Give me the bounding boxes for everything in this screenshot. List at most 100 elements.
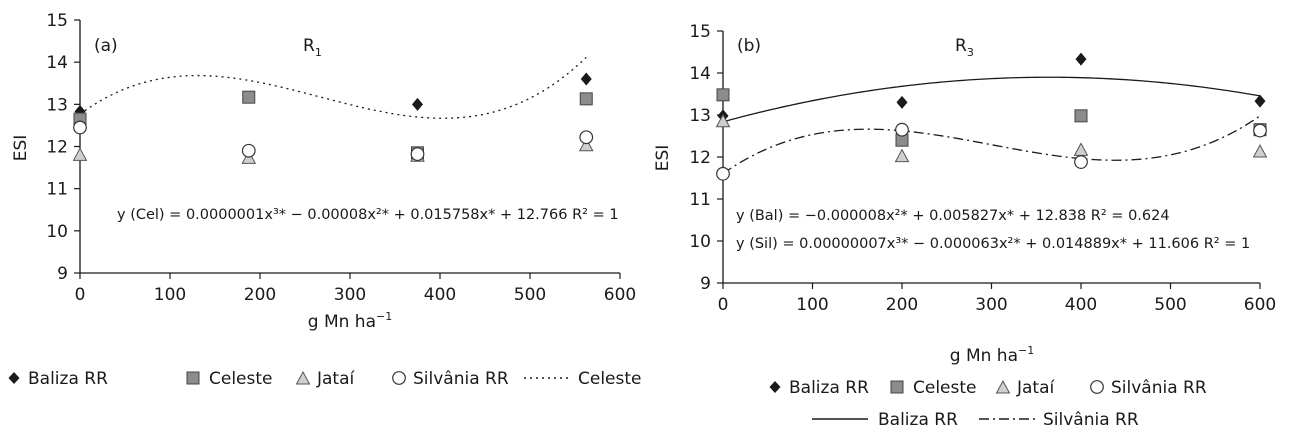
- panel-b-y-tick-label: 9: [700, 274, 711, 294]
- legend-b-celeste-marker: [890, 380, 904, 394]
- panel-b-y-axis-label: ESI: [653, 145, 673, 172]
- panel-a-equation-celeste: y (Cel) = 0.0000001x³* − 0.00008x²* + 0.…: [117, 207, 619, 223]
- panel-a-y-axis-label: ESI: [11, 135, 31, 162]
- panel-a-point-silvania-rr: [579, 130, 594, 145]
- panel-a-point-silvania-rr: [241, 143, 256, 158]
- panel-b-x-tick-label: 500: [1154, 295, 1186, 315]
- panel-b-title: R3: [955, 36, 974, 59]
- panel-b-x-axis-label: g Mn ha−1: [950, 344, 1034, 366]
- panel-a-title-sub: 1: [315, 46, 322, 59]
- panel-a-y-tick-label: 12: [46, 138, 68, 158]
- legend-a-celeste-label: Celeste: [209, 369, 273, 389]
- panel-a-x-tick-label: 100: [154, 285, 186, 305]
- legend-b-jatai-marker: [995, 379, 1011, 394]
- panel-b-y-tick-label: 13: [689, 106, 711, 126]
- panel-a-x-tick-label: 300: [334, 285, 366, 305]
- legend-b-baliza: Baliza RR: [769, 378, 869, 398]
- panel-b-point-jatai: [1073, 142, 1089, 156]
- panel-b-label: (b): [737, 36, 761, 56]
- panel-a-label: (a): [94, 36, 118, 56]
- panel-a-y-tick-label: 13: [46, 95, 68, 115]
- panel-a-y-tick-label: 11: [46, 180, 68, 200]
- panel-a-x-axis-label: g Mn ha−1: [308, 310, 392, 332]
- legend-b-baliza-marker: [769, 381, 781, 393]
- legend-a-celeste-fit-label: Celeste: [578, 369, 642, 389]
- panel-b-x-axis-label-sup: −1: [1018, 344, 1034, 357]
- panel-b-point-jatai: [1252, 143, 1268, 158]
- panel-b-x-tick-label: 400: [1065, 295, 1097, 315]
- panel-a-point-jatai: [578, 137, 594, 152]
- panel-b-point-baliza-rr: [1254, 94, 1266, 108]
- panel-a-title-main: R: [303, 36, 315, 56]
- panel-a-x-tick-label: 200: [244, 285, 276, 305]
- panel-a-legend: Baliza RR Celeste Jataí Silvânia RR Cele…: [8, 369, 642, 389]
- legend-a-silvania-marker: [392, 371, 406, 385]
- panel-b-fit-baliza-rr: [722, 76, 1261, 123]
- legend-a-jatai-marker: [295, 370, 311, 385]
- panel-b-point-jatai: [715, 113, 731, 128]
- panel-a-x-tick-label: 500: [514, 285, 546, 305]
- panel-b-y-tick-label: 15: [689, 22, 711, 42]
- legend-a-silvania: Silvânia RR: [392, 369, 509, 389]
- panel-b-y-tick-label: 10: [689, 232, 711, 252]
- legend-b-baliza-fit: Baliza RR: [812, 410, 958, 430]
- panel-b-y-tick-label: 14: [689, 64, 711, 84]
- panel-b-point-baliza-rr: [896, 95, 908, 109]
- legend-a-celeste: Celeste: [186, 369, 273, 389]
- panel-b-x-tick-label: 0: [718, 295, 729, 315]
- legend-a-silvania-label: Silvânia RR: [413, 369, 509, 389]
- panel-a-x-tick-label: 600: [604, 285, 636, 305]
- panel-b-point-celeste: [716, 88, 730, 102]
- legend-b-jatai: Jataí: [995, 378, 1056, 398]
- panel-a-point-baliza-rr: [412, 97, 423, 111]
- panel-b-point-silvania-rr: [895, 122, 909, 137]
- legend-b-celeste: Celeste: [890, 378, 977, 398]
- panel-a-y-tick-label: 9: [57, 264, 68, 284]
- panel-a-point-jatai: [72, 147, 88, 161]
- panel-a-title: R1: [303, 36, 322, 59]
- legend-b-silvania: Silvânia RR: [1090, 378, 1207, 398]
- panel-b-point-celeste: [1074, 109, 1088, 123]
- legend-b-silvania-marker: [1090, 380, 1104, 394]
- panel-b-point-silvania-rr: [1074, 155, 1088, 169]
- panel-a-point-celeste: [579, 92, 593, 106]
- panel-a-point-celeste: [242, 90, 256, 104]
- panel-b-x-axis-label-main: g Mn ha: [950, 346, 1018, 366]
- panel-a-x-axis-label-main: g Mn ha: [308, 312, 376, 332]
- panel-b: 9 10 11 12 13 14 15 0 100 200 300 400 500 600 ESI g …: [653, 22, 1276, 366]
- panel-a: 9 10 11 12 13 14 15 0 100 200 300 400 500 600 ESI g …: [11, 11, 636, 332]
- panel-a-point-baliza-rr: [580, 72, 592, 86]
- panel-a-point-silvania-rr: [410, 147, 425, 161]
- panel-b-x-tick-label: 600: [1244, 295, 1276, 315]
- panel-a-fit-celeste: [79, 56, 587, 119]
- panel-b-title-sub: 3: [967, 46, 974, 59]
- legend-b-silvania-fit-label: Silvânia RR: [1043, 410, 1139, 430]
- panel-b-point-jatai: [894, 148, 910, 163]
- panel-b-x-tick-label: 200: [886, 295, 918, 315]
- panel-b-x-tick-label: 100: [796, 295, 828, 315]
- legend-b-celeste-label: Celeste: [913, 378, 977, 398]
- legend-a-celeste-marker: [186, 371, 200, 385]
- legend-b-baliza-label: Baliza RR: [789, 378, 869, 398]
- panel-a-y-tick-label: 15: [46, 11, 68, 31]
- panel-b-y-tick-label: 12: [689, 148, 711, 168]
- legend-a-baliza: Baliza RR: [8, 369, 108, 389]
- legend-b-silvania-fit: Silvânia RR: [979, 410, 1139, 430]
- legend-a-jatai-label: Jataí: [316, 369, 356, 389]
- legend-b-silvania-label: Silvânia RR: [1111, 378, 1207, 398]
- panel-a-x-tick-label: 0: [75, 285, 86, 305]
- panel-b-point-silvania-rr: [716, 166, 730, 181]
- panel-b-fit-silvânia-rr: [722, 115, 1261, 175]
- panel-b-legend: Baliza RR Celeste Jataí Silvânia RR Bali…: [769, 378, 1207, 430]
- panel-b-equation-silvania: y (Sil) = 0.00000007x³* − 0.000063x²* + …: [736, 236, 1250, 252]
- panel-b-x-tick-label: 300: [975, 295, 1007, 315]
- panel-a-point-silvania-rr: [73, 120, 87, 135]
- panel-b-y-tick-label: 11: [689, 190, 711, 210]
- legend-b-baliza-fit-label: Baliza RR: [878, 410, 958, 430]
- panel-b-point-silvania-rr: [1253, 123, 1267, 138]
- panel-a-y-tick-label: 14: [46, 53, 68, 73]
- panel-b-point-baliza-rr: [1075, 52, 1087, 66]
- legend-a-baliza-label: Baliza RR: [28, 369, 108, 389]
- panel-a-x-axis-label-sup: −1: [376, 310, 392, 323]
- legend-b-jatai-label: Jataí: [1016, 378, 1056, 398]
